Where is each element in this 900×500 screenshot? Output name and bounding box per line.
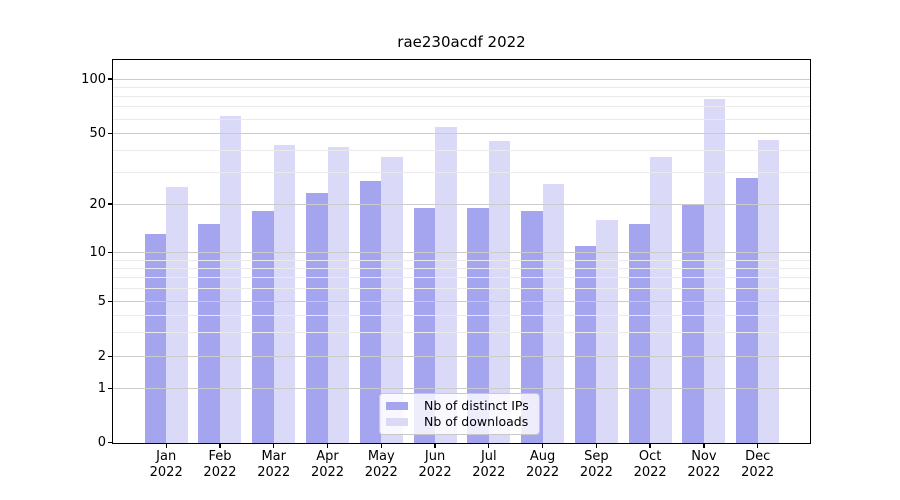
plot-area	[113, 60, 810, 443]
y-tick-label: 2	[97, 349, 106, 365]
x-tick-label-jun: Jun 2022	[418, 449, 452, 480]
bar-feb-nb-of-downloads	[219, 116, 242, 443]
bar-feb-nb-of-distinct-ips	[198, 224, 220, 443]
y-axis-tick	[107, 301, 113, 303]
x-axis-tick	[703, 443, 705, 448]
x-tick-label-mar: Mar 2022	[257, 449, 291, 480]
y-axis-tick	[107, 78, 113, 80]
y-axis-tick	[107, 356, 113, 358]
x-axis-tick	[326, 443, 329, 448]
y-tick-label: 5	[97, 294, 106, 310]
bar-dec-nb-of-distinct-ips	[736, 178, 758, 443]
x-tick-label-apr: Apr 2022	[310, 449, 345, 480]
x-tick-label-nov: Nov 2022	[687, 449, 721, 480]
x-axis-tick	[649, 443, 651, 448]
chart-title: rae230acdf 2022	[397, 33, 526, 51]
x-tick-label-dec: Dec 2022	[741, 449, 775, 480]
x-axis-tick	[541, 443, 544, 448]
bar-sep-nb-of-downloads	[596, 219, 618, 443]
major-gridline	[113, 203, 810, 205]
minor-gridline	[113, 172, 810, 174]
y-axis-tick	[107, 252, 113, 254]
x-tick-label-may: May 2022	[364, 449, 398, 480]
minor-gridline	[113, 86, 810, 88]
minor-gridline	[113, 150, 810, 152]
bar-dec-nb-of-downloads	[757, 139, 780, 443]
y-tick-label: 1	[97, 380, 106, 396]
legend-item-nb-of-distinct-ips: Nb of distinct IPs	[386, 399, 531, 413]
bar-mar-nb-of-distinct-ips	[252, 211, 274, 443]
minor-gridline	[113, 259, 810, 261]
bar-apr-nb-of-downloads	[327, 146, 349, 443]
x-axis-tick	[380, 443, 382, 448]
y-tick-label: 0	[97, 435, 106, 451]
legend-item-nb-of-downloads: Nb of downloads	[386, 415, 531, 429]
bar-oct-nb-of-distinct-ips	[628, 224, 651, 443]
bar-jan-nb-of-distinct-ips	[144, 234, 167, 443]
x-axis-tick	[757, 443, 759, 448]
bar-jun-nb-of-distinct-ips	[413, 207, 436, 443]
x-axis-tick	[434, 443, 436, 448]
x-tick-label-jan: Jan 2022	[149, 449, 183, 480]
bar-oct-nb-of-downloads	[650, 156, 672, 443]
minor-gridline	[113, 331, 810, 333]
major-gridline	[113, 301, 810, 303]
legend: Nb of distinct IPs Nb of downloads	[379, 393, 540, 435]
x-tick-label-feb: Feb 2022	[203, 449, 237, 480]
bar-jul-nb-of-distinct-ips	[467, 207, 489, 443]
x-axis-tick	[273, 443, 275, 448]
minor-gridline	[113, 106, 810, 108]
y-axis-tick	[107, 132, 113, 134]
x-tick-label-aug: Aug 2022	[526, 449, 560, 480]
y-axis-tick	[107, 203, 113, 205]
x-tick-label-jul: Jul 2022	[472, 449, 506, 480]
major-gridline	[113, 356, 810, 358]
y-tick-label: 100	[81, 71, 106, 87]
x-axis-tick	[488, 443, 490, 448]
major-gridline	[113, 252, 810, 254]
x-axis-tick	[595, 443, 597, 448]
y-axis-tick	[107, 387, 113, 389]
bar-aug-nb-of-distinct-ips	[521, 211, 543, 443]
minor-gridline	[113, 118, 810, 120]
x-axis-tick	[165, 443, 167, 448]
y-tick-label: 50	[89, 125, 106, 141]
bar-aug-nb-of-downloads	[542, 183, 565, 443]
bar-sep-nb-of-distinct-ips	[574, 246, 597, 443]
major-gridline	[113, 132, 810, 134]
minor-gridline	[113, 267, 810, 269]
legend-swatch-nb-of-downloads	[386, 417, 408, 427]
bar-may-nb-of-distinct-ips	[359, 180, 382, 443]
bar-jun-nb-of-downloads	[435, 127, 457, 443]
x-tick-label-oct: Oct 2022	[633, 449, 667, 480]
major-gridline	[113, 78, 810, 80]
minor-gridline	[113, 288, 810, 290]
x-tick-label-sep: Sep 2022	[579, 449, 613, 480]
minor-gridline	[113, 277, 810, 279]
legend-swatch-nb-of-distinct-ips	[386, 401, 408, 411]
bar-may-nb-of-downloads	[381, 156, 403, 443]
major-gridline	[113, 387, 810, 389]
bar-mar-nb-of-downloads	[273, 144, 296, 443]
y-axis-tick	[107, 442, 113, 444]
legend-label-nb-of-downloads: Nb of downloads	[424, 414, 529, 429]
bar-nov-nb-of-distinct-ips	[682, 204, 704, 443]
bar-jul-nb-of-downloads	[488, 141, 511, 443]
y-tick-label: 10	[89, 245, 106, 261]
bar-apr-nb-of-distinct-ips	[306, 193, 328, 443]
minor-gridline	[113, 314, 810, 316]
legend-label-nb-of-distinct-ips: Nb of distinct IPs	[424, 398, 529, 413]
minor-gridline	[113, 95, 810, 97]
y-tick-label: 20	[89, 196, 106, 212]
x-axis-tick	[219, 443, 221, 448]
